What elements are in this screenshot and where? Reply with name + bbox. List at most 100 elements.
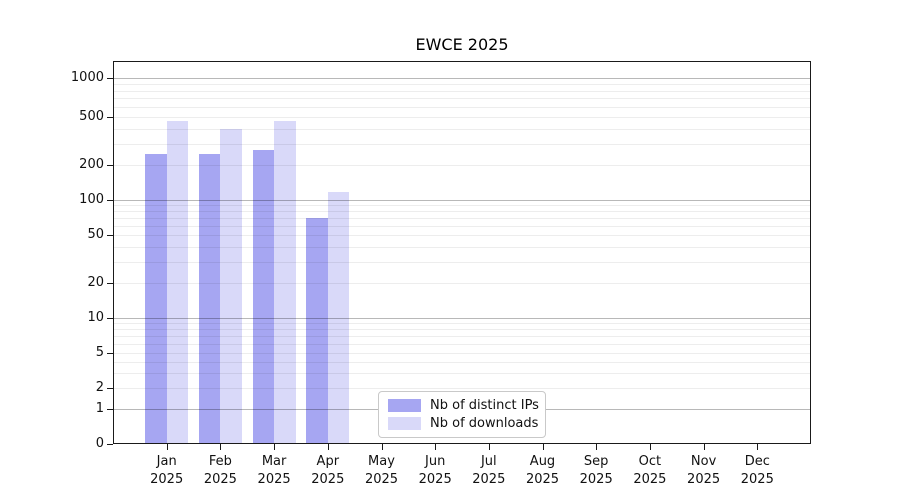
x-tick-label: Nov 2025	[677, 453, 731, 489]
y-tick-mark	[107, 318, 113, 319]
x-tick-mark	[703, 444, 705, 450]
y-tick-mark	[107, 165, 113, 166]
y-tick-label: 200	[79, 157, 104, 172]
minor-gridline	[113, 143, 811, 145]
x-tick-label: May 2025	[355, 453, 409, 489]
y-tick-mark	[107, 409, 113, 410]
y-tick-label: 500	[79, 109, 104, 124]
x-tick-month: Feb	[208, 454, 232, 469]
minor-gridline	[113, 218, 811, 219]
x-tick-mark	[542, 444, 544, 450]
x-tick-label: Oct 2025	[623, 453, 677, 489]
legend-item: Nb of distinct IPs	[388, 398, 539, 413]
minor-gridline	[113, 323, 811, 325]
minor-gridline	[113, 336, 811, 337]
bar-distinct-ips-apr	[306, 218, 328, 444]
y-tick-label: 1000	[70, 70, 104, 85]
bar-distinct-ips-jan	[145, 154, 167, 444]
x-tick-month: Sep	[583, 454, 609, 469]
x-tick-month: Jul	[480, 454, 497, 469]
minor-gridline	[113, 372, 811, 374]
y-tick-mark	[107, 353, 113, 354]
y-tick-label: 0	[95, 436, 104, 451]
x-tick-month: Dec	[744, 454, 770, 469]
x-tick-year: 2025	[740, 472, 774, 487]
minor-gridline	[113, 246, 811, 248]
legend: Nb of distinct IPs Nb of downloads	[378, 391, 546, 438]
minor-gridline	[113, 353, 811, 354]
major-gridline	[113, 318, 811, 319]
x-tick-year: 2025	[418, 472, 452, 487]
minor-gridline	[113, 98, 811, 100]
x-tick-year: 2025	[311, 472, 345, 487]
x-tick-label: Feb 2025	[193, 453, 247, 489]
x-tick-year: 2025	[257, 472, 291, 487]
minor-gridline	[113, 388, 811, 389]
x-tick-year: 2025	[364, 472, 399, 487]
x-tick-month: Jun	[425, 454, 446, 469]
x-tick-month: Oct	[638, 454, 662, 469]
major-gridline	[113, 200, 811, 201]
minor-gridline	[113, 90, 811, 92]
x-tick-mark	[381, 444, 383, 450]
y-tick-label: 2	[95, 380, 104, 395]
y-tick-mark	[107, 388, 113, 389]
y-tick-mark	[107, 235, 113, 236]
x-tick-label: Dec 2025	[730, 453, 784, 489]
legend-label: Nb of distinct IPs	[430, 398, 539, 413]
bar-downloads-jan	[166, 121, 189, 444]
y-tick-mark	[107, 78, 113, 79]
minor-gridline	[113, 165, 811, 166]
x-tick-month: May	[368, 454, 395, 469]
x-tick-label: Jan 2025	[140, 453, 194, 489]
x-tick-month: Mar	[261, 454, 287, 469]
x-tick-year: 2025	[633, 472, 667, 487]
x-tick-mark	[757, 444, 759, 450]
minor-gridline	[113, 235, 811, 236]
minor-gridline	[113, 361, 811, 363]
minor-gridline	[113, 128, 811, 130]
minor-gridline	[113, 211, 811, 213]
x-tick-year: 2025	[472, 472, 506, 487]
x-tick-label: Sep 2025	[569, 453, 623, 489]
y-tick-mark	[107, 444, 113, 445]
x-tick-mark	[596, 444, 598, 450]
minor-gridline	[113, 225, 811, 227]
bar-downloads-feb	[220, 129, 242, 444]
bar-distinct-ips-mar	[252, 150, 275, 444]
y-tick-label: 100	[79, 192, 104, 207]
minor-gridline	[113, 343, 811, 345]
y-tick-label: 10	[87, 310, 104, 325]
x-tick-year: 2025	[203, 472, 237, 487]
x-tick-mark	[166, 444, 168, 450]
x-tick-label: Mar 2025	[247, 453, 301, 489]
bar-downloads-apr	[327, 192, 350, 444]
x-tick-mark	[274, 444, 276, 450]
chart-title: EWCE 2025	[415, 35, 509, 54]
y-tick-mark	[107, 117, 113, 118]
minor-gridline	[113, 261, 811, 263]
minor-gridline	[113, 106, 811, 108]
minor-gridline	[113, 329, 811, 331]
x-tick-month: Aug	[529, 454, 556, 469]
x-tick-mark	[435, 444, 437, 450]
minor-gridline	[113, 283, 811, 284]
y-tick-mark	[107, 200, 113, 201]
x-tick-mark	[649, 444, 651, 450]
x-tick-year: 2025	[687, 472, 721, 487]
plot-frame	[113, 61, 811, 444]
y-tick-label: 20	[87, 275, 104, 290]
x-tick-label: Apr 2025	[301, 453, 355, 489]
x-tick-month: Jan	[156, 454, 177, 469]
minor-gridline	[113, 117, 811, 118]
legend-item: Nb of downloads	[388, 416, 539, 431]
x-tick-month: Nov	[690, 454, 717, 469]
x-tick-year: 2025	[579, 472, 613, 487]
legend-label: Nb of downloads	[430, 416, 539, 431]
y-tick-label: 1	[95, 401, 104, 416]
x-tick-mark	[327, 444, 329, 450]
minor-gridline	[113, 205, 811, 207]
y-tick-label: 50	[87, 227, 104, 242]
bar-downloads-mar	[274, 121, 296, 444]
